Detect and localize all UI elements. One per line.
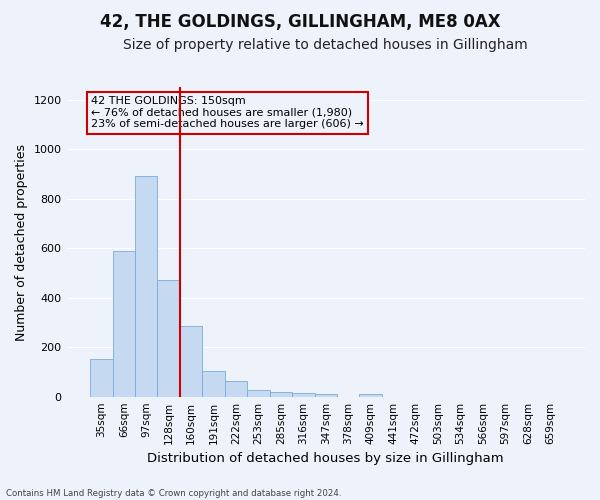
Y-axis label: Number of detached properties: Number of detached properties	[15, 144, 28, 340]
Bar	[157, 280, 180, 396]
Bar	[359, 394, 382, 396]
Bar	[202, 370, 225, 396]
Bar	[113, 251, 135, 396]
Title: Size of property relative to detached houses in Gillingham: Size of property relative to detached ho…	[124, 38, 528, 52]
Bar	[225, 382, 247, 396]
Bar	[135, 176, 157, 396]
Text: 42, THE GOLDINGS, GILLINGHAM, ME8 0AX: 42, THE GOLDINGS, GILLINGHAM, ME8 0AX	[100, 12, 500, 30]
Bar	[247, 390, 269, 396]
X-axis label: Distribution of detached houses by size in Gillingham: Distribution of detached houses by size …	[148, 452, 504, 465]
Bar	[314, 394, 337, 396]
Bar	[90, 359, 113, 397]
Text: 42 THE GOLDINGS: 150sqm
← 76% of detached houses are smaller (1,980)
23% of semi: 42 THE GOLDINGS: 150sqm ← 76% of detache…	[91, 96, 364, 129]
Bar	[269, 392, 292, 396]
Bar	[292, 393, 314, 396]
Text: Contains HM Land Registry data © Crown copyright and database right 2024.: Contains HM Land Registry data © Crown c…	[6, 488, 341, 498]
Bar	[180, 326, 202, 396]
